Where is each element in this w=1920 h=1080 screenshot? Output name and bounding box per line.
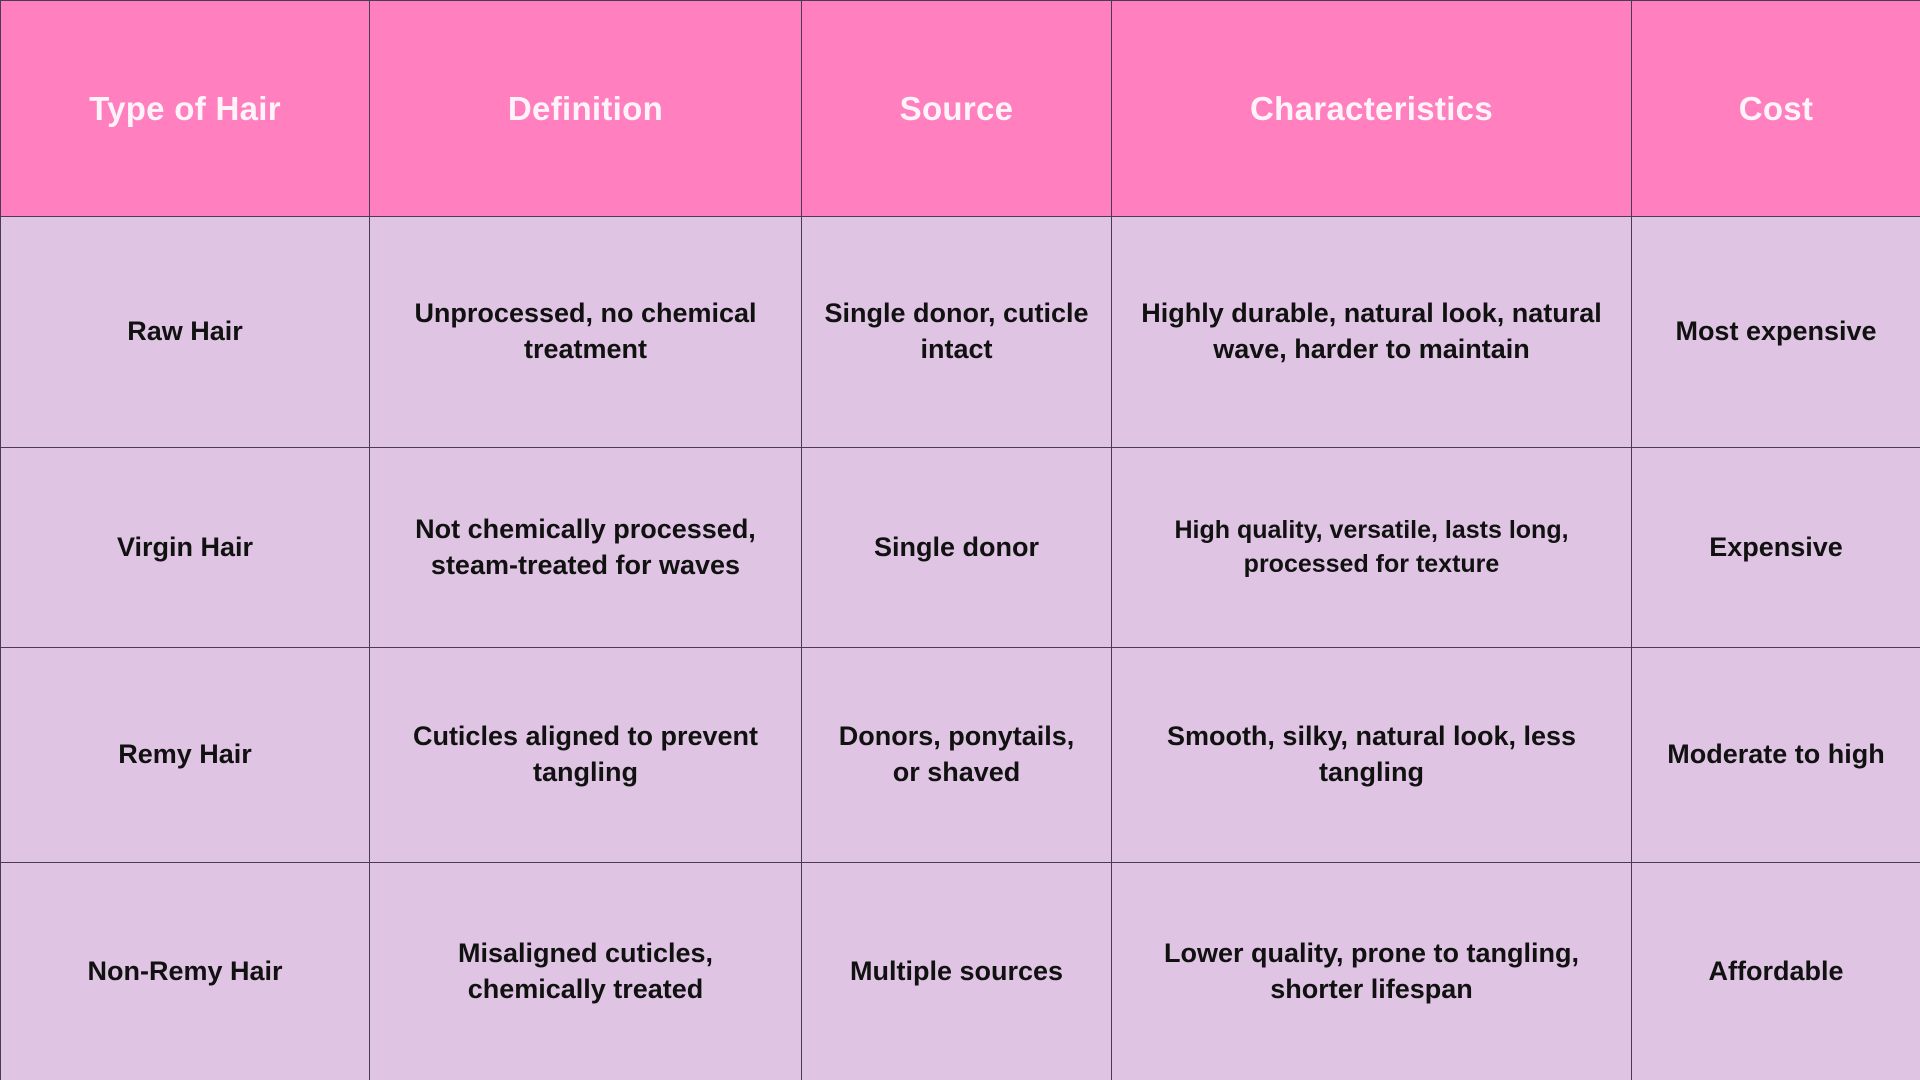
cell-definition: Cuticles aligned to prevent tangling: [369, 647, 802, 863]
cell-cost: Most expensive: [1631, 216, 1920, 448]
table-row: Raw Hair Unprocessed, no chemical treatm…: [0, 216, 1920, 448]
header-type-of-hair: Type of Hair: [0, 0, 370, 217]
header-source: Source: [801, 0, 1112, 217]
table-row: Non-Remy Hair Misaligned cuticles, chemi…: [0, 862, 1920, 1080]
cell-type: Virgin Hair: [0, 447, 370, 648]
cell-cost: Expensive: [1631, 447, 1920, 648]
cell-characteristics: Lower quality, prone to tangling, shorte…: [1111, 862, 1632, 1080]
cell-source: Multiple sources: [801, 862, 1112, 1080]
cell-source: Donors, ponytails, or shaved: [801, 647, 1112, 863]
cell-type: Raw Hair: [0, 216, 370, 448]
table-row: Remy Hair Cuticles aligned to prevent ta…: [0, 647, 1920, 863]
cell-definition: Not chemically processed, steam-treated …: [369, 447, 802, 648]
header-characteristics: Characteristics: [1111, 0, 1632, 217]
cell-type: Non-Remy Hair: [0, 862, 370, 1080]
header-row: Type of Hair Definition Source Character…: [0, 0, 1920, 217]
cell-cost: Moderate to high: [1631, 647, 1920, 863]
table-row: Virgin Hair Not chemically processed, st…: [0, 447, 1920, 648]
cell-cost: Affordable: [1631, 862, 1920, 1080]
cell-characteristics: Smooth, silky, natural look, less tangli…: [1111, 647, 1632, 863]
cell-definition: Unprocessed, no chemical treatment: [369, 216, 802, 448]
cell-type: Remy Hair: [0, 647, 370, 863]
cell-characteristics: High quality, versatile, lasts long, pro…: [1111, 447, 1632, 648]
header-cost: Cost: [1631, 0, 1920, 217]
cell-source: Single donor: [801, 447, 1112, 648]
header-definition: Definition: [369, 0, 802, 217]
cell-definition: Misaligned cuticles, chemically treated: [369, 862, 802, 1080]
cell-source: Single donor, cuticle intact: [801, 216, 1112, 448]
cell-characteristics: Highly durable, natural look, natural wa…: [1111, 216, 1632, 448]
